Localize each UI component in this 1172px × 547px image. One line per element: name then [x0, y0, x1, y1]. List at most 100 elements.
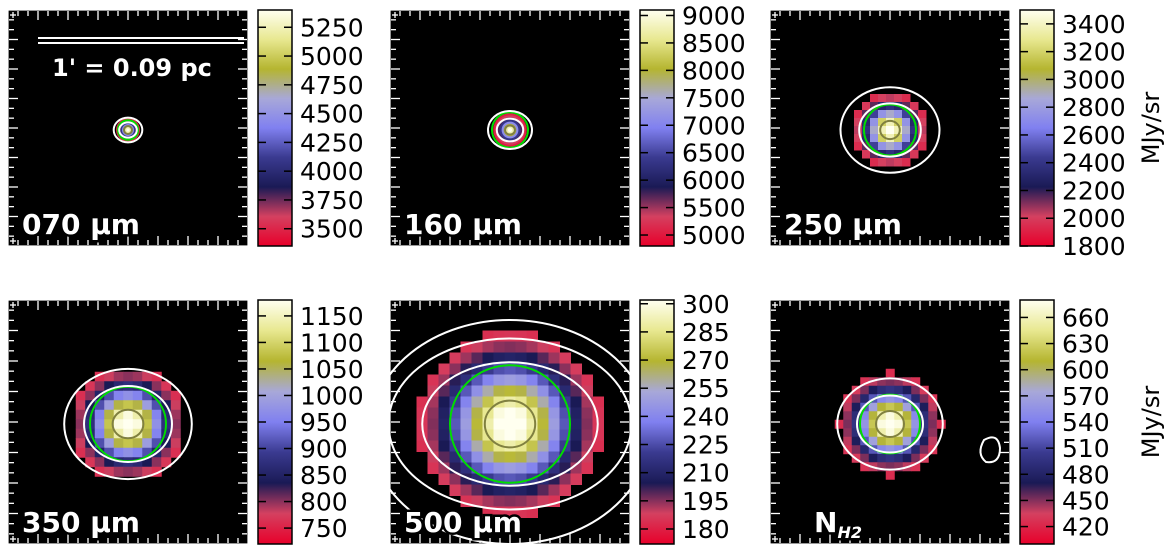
colorbar-tick-label: 195	[682, 487, 730, 516]
map-pixel	[526, 451, 538, 463]
colorbar-tick-label: 1050	[300, 355, 364, 384]
beam-ellipse	[491, 111, 529, 149]
map-pixel	[438, 385, 450, 397]
map-pixel	[570, 374, 582, 386]
map-pixel	[902, 453, 912, 463]
map-pixel	[592, 396, 604, 408]
panel-3: 250 μm 3400320030002800260024002200200018…	[769, 9, 1165, 261]
axis-ticks	[771, 301, 1009, 543]
map-pixel	[449, 473, 461, 485]
contour-line	[112, 116, 144, 144]
map-pixel	[427, 407, 439, 419]
contour-line	[858, 102, 922, 158]
colorbar-tick-label: 850	[300, 461, 348, 490]
map-pixel	[113, 390, 124, 401]
map-pixel	[894, 118, 903, 127]
map-pixel	[928, 394, 938, 404]
map-pixel	[570, 462, 582, 474]
map-pixel	[885, 470, 895, 480]
source-ring	[507, 127, 513, 133]
map-pixel	[482, 506, 494, 518]
map-pixel	[581, 440, 593, 452]
map-pixel	[142, 409, 153, 420]
map-pixel	[151, 409, 162, 420]
map-pixel	[581, 396, 593, 408]
map-pixel	[878, 110, 887, 119]
map-pixel	[581, 374, 593, 386]
map-pixel	[526, 341, 538, 353]
map-pixel	[151, 457, 162, 468]
map-pixel	[113, 438, 124, 449]
map-pixel	[94, 438, 105, 449]
map-pixel	[902, 428, 912, 438]
map-pixel	[894, 94, 903, 103]
map-content	[487, 110, 533, 150]
map-pixel	[548, 418, 560, 430]
map-pixel	[170, 409, 181, 420]
map-pixel	[902, 118, 911, 127]
map-pixel	[482, 462, 494, 474]
map-pixel	[918, 134, 927, 143]
map-pixel	[438, 462, 450, 474]
map-pixel	[438, 418, 450, 430]
map-pixel	[885, 394, 895, 404]
map-pixel	[537, 451, 549, 463]
map-pixel	[515, 363, 527, 375]
map-pixel	[75, 428, 86, 439]
map-pixel	[860, 445, 870, 455]
contour-line	[836, 377, 944, 471]
map-pixel	[559, 385, 571, 397]
map-pixel	[493, 352, 505, 364]
map-pixel	[471, 451, 483, 463]
map-frame	[769, 9, 1011, 247]
map-pixel	[104, 447, 115, 458]
map-pixel	[460, 385, 472, 397]
map-pixel	[142, 438, 153, 449]
map-pixel	[911, 445, 921, 455]
map-pixel	[894, 445, 904, 455]
colorbar-tick-label: 4750	[300, 71, 364, 100]
map-pixel	[113, 457, 124, 468]
map-pixel	[894, 402, 904, 412]
map-pixel	[919, 445, 929, 455]
map-pixel	[911, 411, 921, 421]
map-pixel	[851, 385, 861, 395]
map-pixel	[85, 390, 96, 401]
colorbar-tick-label: 600	[1062, 356, 1110, 385]
map-pixel	[142, 428, 153, 439]
map-pixel	[877, 436, 887, 446]
map-pixel	[515, 462, 527, 474]
map-pixel	[919, 428, 929, 438]
map-pixel	[559, 407, 571, 419]
map-pixel	[910, 126, 919, 135]
contour-line	[118, 121, 138, 139]
map-pixel	[94, 419, 105, 430]
map-pixel	[559, 374, 571, 386]
map-pixel	[870, 150, 879, 159]
map-pixel	[151, 381, 162, 392]
inner-contour	[483, 399, 537, 449]
map-pixel	[526, 418, 538, 430]
map-pixel	[493, 473, 505, 485]
map-pixel	[460, 473, 472, 485]
map-pixel	[113, 400, 124, 411]
map-pixel	[870, 118, 879, 127]
colorbar	[257, 9, 293, 247]
map-pixel	[123, 428, 134, 439]
map-pixel	[902, 385, 912, 395]
map-pixel	[449, 407, 461, 419]
contour-line	[421, 361, 599, 487]
map-pixel	[548, 396, 560, 408]
axis-ticks	[771, 11, 1009, 245]
map-pixel	[460, 374, 472, 386]
map-pixel	[868, 385, 878, 395]
map-pixel	[113, 409, 124, 420]
map-pixel	[868, 453, 878, 463]
map-pixel	[928, 428, 938, 438]
map-pixel	[843, 428, 853, 438]
map-pixel	[170, 419, 181, 430]
colorbar-tick-label: 1800	[1062, 232, 1126, 261]
map-pixel	[113, 466, 124, 477]
